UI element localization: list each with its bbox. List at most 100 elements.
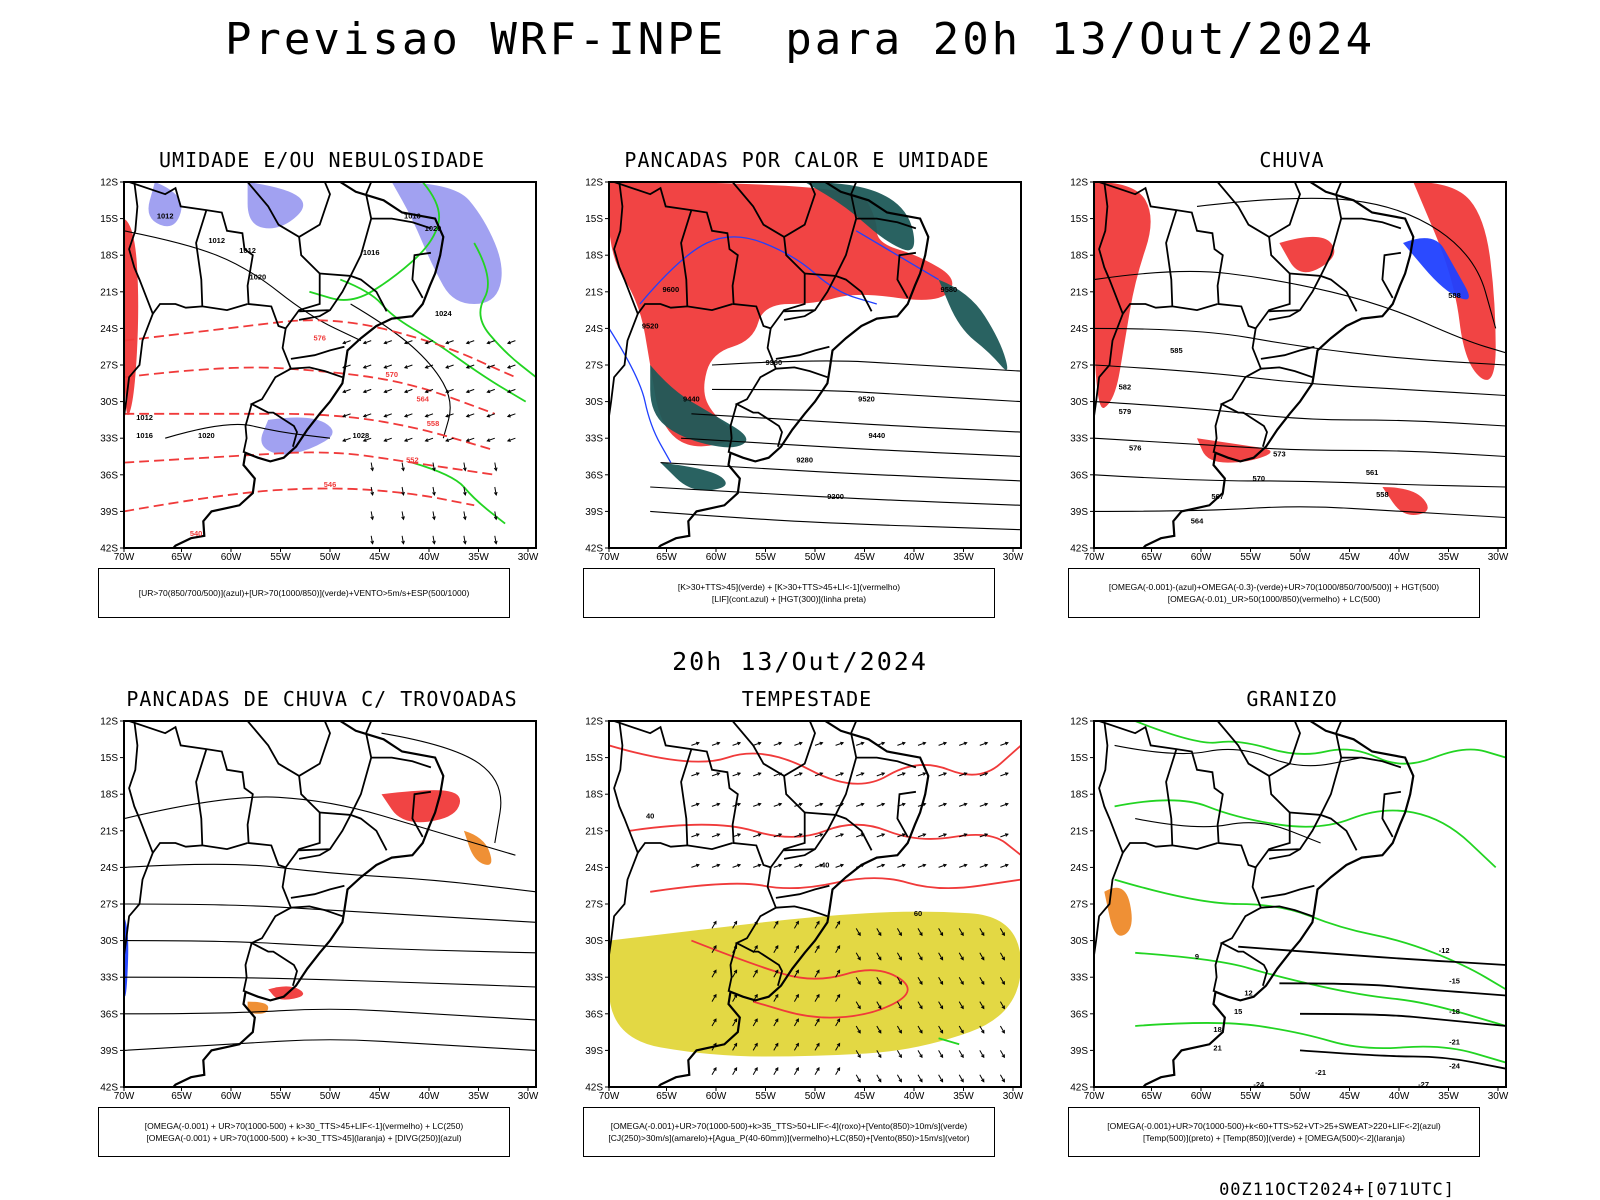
wind-arrow	[711, 1067, 717, 1076]
contour-line	[1094, 327, 1506, 366]
wind-arrow-head	[816, 920, 820, 925]
panel-rain: CHUVA [OMEGA(-0.001)-(azul)+OMEGA(-0.3)-…	[1062, 148, 1522, 638]
political-border	[299, 814, 352, 852]
political-border	[727, 942, 738, 992]
wind-arrow-head	[922, 741, 927, 746]
wind-arrow	[466, 364, 475, 369]
wind-arrow	[917, 928, 923, 936]
political-border	[1260, 366, 1313, 379]
colored-contour	[1135, 951, 1506, 1027]
wind-arrow-head	[939, 1078, 944, 1083]
political-border	[856, 217, 917, 230]
lat-label: 21S	[585, 287, 603, 298]
wind-arrow-head	[774, 1018, 779, 1023]
lon-label: 45W	[1339, 552, 1360, 563]
wind-arrow	[732, 864, 741, 868]
wind-arrow-head	[963, 863, 968, 868]
colored-area	[148, 182, 182, 227]
contour-line	[1196, 197, 1497, 329]
wind-arrow-head	[463, 516, 467, 521]
lat-label: 15S	[1070, 214, 1088, 225]
wind-arrow	[732, 1067, 738, 1076]
lon-label: 65W	[171, 552, 192, 563]
legend-line: [CJ(250)>30m/s](amarelo)+[Agua_P(40-60mm…	[608, 1133, 970, 1143]
contour-label: 1016	[136, 431, 153, 440]
wind-arrow	[958, 1074, 964, 1082]
colored-contour	[1238, 945, 1506, 966]
wind-arrow	[773, 994, 779, 1002]
contour-label: 1012	[157, 212, 174, 221]
main-title: Previsao WRF-INPE para 20h 13/Out/2024	[224, 14, 1376, 65]
lat-label: 33S	[585, 434, 603, 445]
wind-arrow-head	[836, 945, 841, 949]
lon-label: 55W	[755, 1091, 776, 1102]
contour-label: 9200	[827, 492, 844, 501]
wind-arrow	[959, 742, 967, 746]
wind-arrow	[835, 1018, 841, 1027]
wind-arrow	[814, 833, 823, 838]
contour-label: 570	[386, 370, 399, 379]
contour-label: 60	[914, 909, 922, 918]
lon-label: 55W	[755, 552, 776, 563]
wind-arrow-head	[465, 438, 470, 442]
wind-arrow	[814, 994, 820, 1002]
lat-label: 39S	[1070, 1046, 1088, 1057]
lif-contour	[609, 328, 672, 463]
wind-arrow	[876, 1001, 882, 1009]
wind-arrow	[384, 340, 392, 344]
lat-label: 18S	[1070, 790, 1088, 801]
colored-area	[247, 1001, 269, 1014]
wind-arrow-head	[857, 1078, 861, 1083]
lat-label: 18S	[100, 251, 118, 262]
wind-arrow	[793, 921, 799, 929]
wind-arrow	[487, 364, 495, 369]
wind-arrow	[691, 864, 700, 868]
contour-line	[1094, 506, 1506, 519]
wind-arrow	[753, 833, 761, 838]
wind-arrow-head	[881, 741, 886, 746]
political-border	[896, 251, 917, 299]
wind-arrow	[979, 928, 985, 936]
wind-arrow	[979, 833, 988, 838]
wind-arrow	[404, 340, 413, 344]
lon-label: 30W	[1003, 1091, 1024, 1102]
wind-arrow	[917, 952, 923, 960]
wind-arrow-head	[960, 981, 964, 985]
wind-arrow-head	[943, 833, 948, 837]
lon-label: 40W	[1389, 1091, 1410, 1102]
wind-arrow-head	[362, 413, 367, 418]
wind-arrow	[917, 833, 926, 838]
lat-label: 15S	[100, 214, 118, 225]
wind-arrow	[363, 364, 372, 369]
political-border	[371, 756, 432, 769]
lat-label: 27S	[1070, 361, 1088, 372]
wind-arrow	[445, 388, 454, 393]
wind-arrow-head	[857, 932, 861, 937]
contour-label: 564	[1191, 517, 1204, 526]
wind-arrow-head	[713, 1018, 717, 1023]
wind-arrow	[835, 1067, 841, 1076]
wind-arrow	[507, 364, 516, 369]
wind-arrow	[487, 340, 495, 344]
wind-arrow-head	[774, 1067, 779, 1071]
wind-arrow-head	[1001, 1078, 1005, 1083]
contour-label: 9520	[858, 395, 875, 404]
wind-arrow	[342, 437, 351, 442]
contour-label: 561	[1366, 468, 1379, 477]
wind-arrow	[855, 1025, 861, 1034]
contour-line	[691, 413, 1021, 433]
political-border	[1260, 884, 1315, 899]
political-border	[1216, 182, 1301, 238]
wind-arrow	[979, 952, 985, 960]
wind-arrow	[794, 864, 803, 868]
lon-label: 50W	[1290, 552, 1311, 563]
lat-label: 18S	[585, 251, 603, 262]
wind-arrow	[752, 1067, 758, 1076]
wind-arrow	[794, 742, 803, 746]
contour-label: 1016	[404, 212, 421, 221]
wind-arrow	[507, 388, 516, 393]
colored-contour	[473, 242, 536, 378]
lat-label: 15S	[585, 753, 603, 764]
wind-arrow	[363, 437, 372, 442]
lat-label: 36S	[100, 470, 118, 481]
